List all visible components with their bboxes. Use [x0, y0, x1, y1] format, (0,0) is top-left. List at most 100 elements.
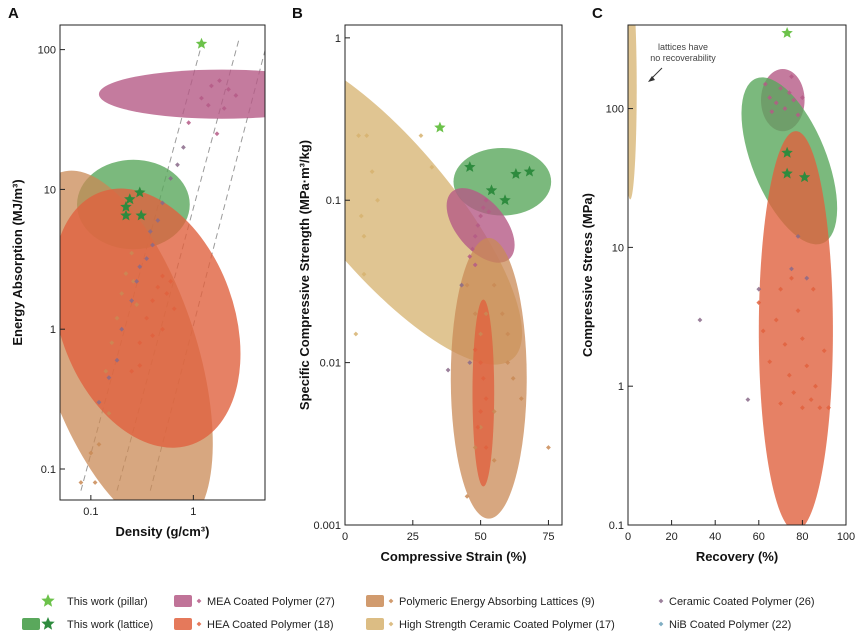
point-high_strength	[361, 271, 367, 277]
point-mea	[233, 93, 239, 98]
point-mea	[217, 78, 222, 84]
pillar-star	[434, 121, 446, 133]
point-ceramic	[745, 397, 751, 403]
point-mea	[467, 254, 473, 259]
point-ceramic	[459, 282, 465, 288]
point-polymeric	[123, 271, 129, 276]
point-hea	[480, 375, 486, 381]
y-axis-label: Energy Absorption (MJ/m³)	[10, 179, 25, 345]
point-polymeric	[88, 450, 94, 456]
point-hea	[164, 291, 170, 296]
point-hea	[483, 445, 489, 450]
lattice-star	[798, 171, 811, 183]
legend-label-nib: NiB Coated Polymer (22)	[669, 619, 791, 631]
point-mea	[478, 213, 484, 219]
point-mea	[186, 120, 192, 126]
point-hea	[773, 317, 779, 323]
lattice-star	[464, 161, 476, 172]
point-polymeric	[134, 302, 140, 307]
point-hea	[778, 401, 783, 406]
region-mea	[98, 69, 265, 119]
point-hea	[478, 360, 484, 366]
legend-label-mea: MEA Coated Polymer (27)	[207, 596, 335, 608]
y-tick-label: 0.1	[609, 520, 624, 532]
legend-swatch-hea	[174, 618, 192, 630]
panel-b: 0.001 0.01 0.1 1 0 25 50 75 Compressive Strain (…	[292, 5, 563, 564]
point-ceramic	[144, 256, 150, 261]
plot-area	[628, 25, 838, 525]
point-ceramic	[467, 360, 473, 366]
point-hea	[144, 315, 150, 321]
lattice-star	[120, 209, 132, 221]
point-hea	[789, 275, 794, 281]
lattice-star	[781, 146, 793, 158]
y-tick-label: 0.1	[41, 464, 56, 476]
point-mea	[472, 262, 478, 268]
point-polymeric	[505, 360, 511, 366]
point-high_strength	[375, 197, 380, 203]
annotation-arrowhead	[648, 76, 655, 82]
point-mea	[472, 233, 478, 239]
point-ceramic	[129, 298, 135, 304]
legend-label-polymeric: Polymeric Energy Absorbing Lattices (9)	[399, 596, 595, 608]
point-hea	[137, 340, 143, 346]
point-polymeric	[518, 396, 524, 402]
y-tick-label: 10	[612, 242, 624, 254]
legend-label-hea: HEA Coated Polymer (18)	[207, 619, 334, 631]
annotation: lattices have no recoverability	[650, 42, 716, 63]
legend-swatch-polymeric	[366, 595, 384, 607]
x-tick-label: 60	[753, 531, 765, 543]
y-tick-label: 0.001	[313, 520, 341, 532]
point-ceramic	[96, 399, 102, 405]
legend-swatch-high_strength-point	[388, 621, 394, 627]
point-polymeric	[106, 410, 112, 416]
point-mea	[789, 74, 794, 79]
point-ceramic	[150, 242, 155, 248]
y-tick-label: 100	[38, 45, 56, 57]
x-axis-label: Recovery (%)	[696, 549, 778, 564]
point-mea	[762, 81, 768, 87]
point-polymeric	[464, 282, 470, 288]
point-mea	[767, 95, 773, 100]
point-high_strength	[429, 164, 435, 170]
point-mea	[769, 109, 775, 115]
plot-area	[60, 37, 265, 500]
point-mea	[486, 209, 492, 215]
point-hea	[756, 300, 762, 306]
point-polymeric	[109, 340, 115, 346]
lattice-star	[510, 168, 522, 179]
point-polymeric	[130, 278, 136, 284]
point-ceramic	[181, 144, 186, 150]
point-ceramic	[795, 233, 801, 239]
point-polymeric	[491, 282, 497, 288]
point-hea	[791, 390, 797, 395]
point-ceramic	[789, 266, 794, 272]
point-ceramic	[756, 286, 762, 292]
legend: This work (pillar) This work (lattice) MEA…	[22, 594, 815, 631]
lattice-star	[523, 165, 536, 177]
point-hea	[483, 396, 489, 402]
point-hea	[129, 368, 135, 374]
region-hea	[758, 131, 833, 525]
point-ceramic	[445, 367, 451, 373]
point-mea	[475, 222, 481, 228]
point-hea	[472, 347, 478, 353]
legend-label-ceramic: Ceramic Coated Polymer (26)	[669, 596, 815, 608]
point-mea	[209, 83, 214, 89]
plot-area	[345, 50, 552, 519]
point-hea	[171, 306, 177, 312]
x-axis-label: Density (g/cm³)	[116, 524, 210, 539]
legend-swatch-ceramic	[658, 598, 664, 604]
x-tick-label: 0.1	[83, 506, 98, 518]
panel-a: 0.1 1 10 100 0.1 1 Density (g/cm³) Energy Absor…	[8, 5, 266, 539]
point-ceramic	[168, 175, 174, 181]
x-tick-label: 75	[542, 531, 554, 543]
point-mea	[786, 90, 792, 96]
legend-swatch-hea-point	[196, 621, 202, 627]
point-ceramic	[155, 218, 161, 223]
x-axis-label: Compressive Strain (%)	[381, 549, 527, 564]
point-mea	[470, 246, 475, 252]
point-ceramic	[137, 264, 143, 270]
point-hea	[800, 336, 805, 342]
